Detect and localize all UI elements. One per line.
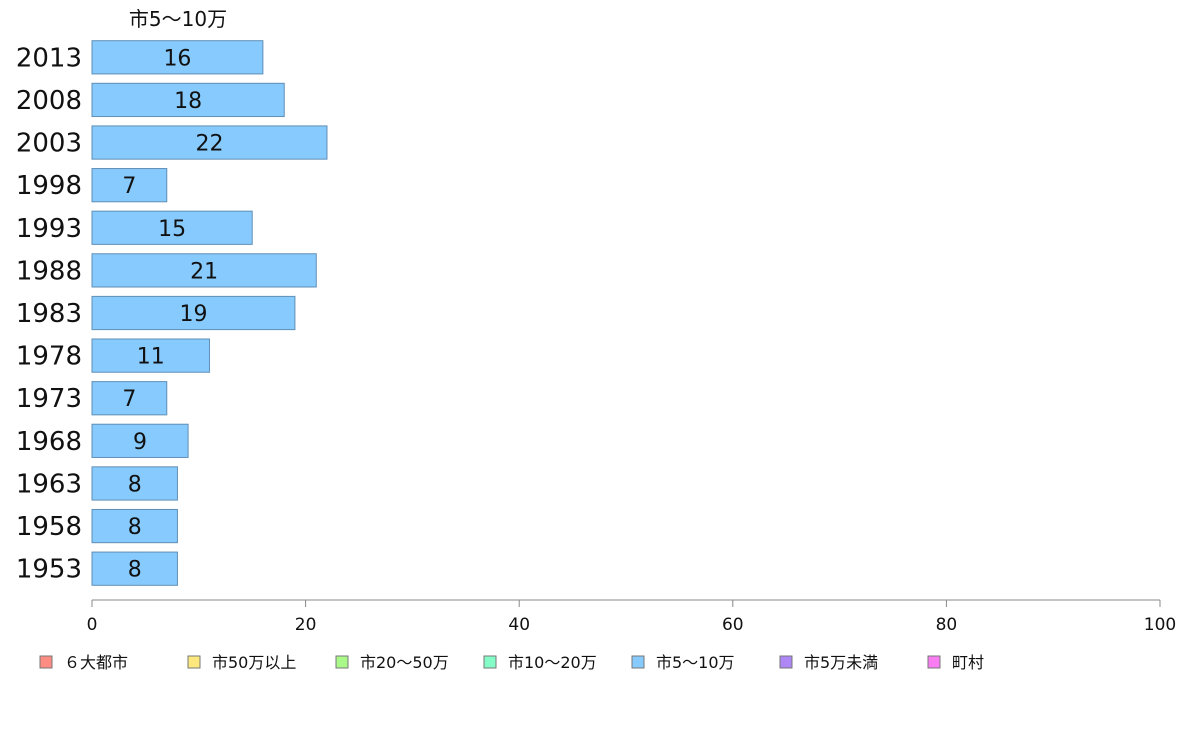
- bar-1983: [91, 295, 296, 331]
- bar-2003: [91, 125, 328, 160]
- bar-1963: [91, 466, 178, 501]
- bar-value-label-1963: 8: [128, 472, 142, 497]
- legend-label-5: 市5万未満: [804, 653, 878, 672]
- bar-1973: [91, 381, 168, 416]
- category-label-1978: 1978: [16, 342, 82, 372]
- x-axis: 0 20 40 60 80 100: [87, 599, 1176, 635]
- bar-value-label-1953: 8: [128, 558, 142, 583]
- category-label-2003: 2003: [16, 129, 82, 159]
- category-label-1993: 1993: [16, 214, 82, 244]
- bar-value-label-1988: 21: [190, 259, 218, 284]
- bar-1998: [91, 168, 168, 203]
- category-label-1953: 1953: [16, 555, 82, 585]
- bar-value-label-1983: 19: [179, 302, 207, 327]
- bar-2013: [91, 40, 264, 75]
- bar-value-label-1973: 7: [122, 387, 136, 412]
- category-label-1963: 1963: [16, 469, 82, 499]
- legend-label-6: 町村: [952, 653, 984, 672]
- bar-1978: [91, 338, 210, 373]
- x-tick-label-80: 80: [936, 615, 958, 635]
- x-tick-label-60: 60: [722, 615, 744, 635]
- legend-label-3: 市10〜20万: [508, 653, 597, 672]
- legend-swatch-2: [335, 655, 349, 669]
- legend-label-1: 市50万以上: [212, 653, 296, 672]
- series-title: 市5〜10万: [129, 7, 227, 31]
- legend-swatch-3: [483, 655, 497, 669]
- category-label-1998: 1998: [16, 171, 82, 201]
- x-tick-label-0: 0: [87, 615, 98, 635]
- category-label-1973: 1973: [16, 384, 82, 414]
- legend-swatch-6: [927, 655, 941, 669]
- legend-label-4: 市5〜10万: [656, 653, 735, 672]
- bar-1988: [91, 253, 317, 288]
- x-tick-label-20: 20: [295, 615, 317, 635]
- bar-value-label-1998: 7: [122, 174, 136, 199]
- x-tick-label-100: 100: [1144, 615, 1176, 635]
- bar-value-label-2013: 16: [163, 46, 191, 71]
- legend-label-2: 市20〜50万: [360, 653, 449, 672]
- legend-swatch-0: [39, 655, 53, 669]
- category-label-2013: 2013: [16, 43, 82, 73]
- x-tick-label-40: 40: [508, 615, 530, 635]
- category-label-1958: 1958: [16, 512, 82, 542]
- bar-value-label-2003: 22: [195, 132, 223, 157]
- category-label-1988: 1988: [16, 256, 82, 286]
- legend: ６大都市 市50万以上 市20〜50万 市10〜20万 市5〜10万 市5万未満 町村: [39, 653, 984, 672]
- bar-1968: [91, 423, 189, 458]
- bar-2008: [91, 82, 285, 118]
- bar-value-label-1968: 9: [133, 430, 147, 455]
- category-label-1968: 1968: [16, 427, 82, 457]
- legend-swatch-4: [631, 655, 645, 669]
- category-label-2008: 2008: [16, 86, 82, 116]
- bar-value-label-1958: 8: [128, 515, 142, 540]
- legend-swatch-5: [779, 655, 793, 669]
- bar-group: 16 2013 18 2008 22 2003 7 1998 15 1993 21 1988 19 198…: [16, 40, 328, 586]
- bar-1953: [91, 551, 178, 586]
- bar-value-label-2008: 18: [174, 89, 202, 114]
- bar-1993: [91, 210, 253, 245]
- bar-value-label-1993: 15: [158, 217, 186, 242]
- legend-swatch-1: [187, 655, 201, 669]
- category-label-1983: 1983: [16, 299, 82, 329]
- bar-value-label-1978: 11: [137, 345, 165, 370]
- legend-label-0: ６大都市: [64, 653, 128, 672]
- bar-1958: [91, 508, 178, 544]
